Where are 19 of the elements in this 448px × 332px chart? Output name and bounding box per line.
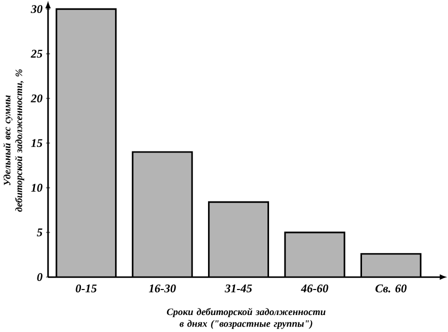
- x-tick-label: Св. 60: [375, 284, 407, 292]
- bar: [56, 9, 116, 278]
- x-axis-title: Сроки дебиторской задолженности в днях ("возрастные группы"): [166, 308, 326, 329]
- y-tick-label: 5: [36, 228, 42, 236]
- y-tick-label: 10: [31, 184, 42, 192]
- bar: [285, 232, 344, 278]
- x-tick-label: 0-15: [76, 284, 97, 292]
- bar: [208, 202, 268, 278]
- x-tick-label: 46-60: [300, 284, 328, 292]
- y-tick-label: 25: [30, 50, 42, 58]
- y-axis-title: Удельный вес суммы дебиторской задолженности, %: [3, 69, 24, 212]
- y-tick-label: 30: [30, 5, 42, 13]
- x-tick-label: 16-30: [148, 284, 176, 292]
- y-tick-label: 20: [30, 94, 42, 102]
- x-tick-label: 31-45: [224, 284, 252, 292]
- y-tick-label: 0: [37, 273, 42, 281]
- y-tick-label: 15: [31, 139, 42, 147]
- bar: [360, 253, 422, 278]
- bar: [132, 152, 192, 278]
